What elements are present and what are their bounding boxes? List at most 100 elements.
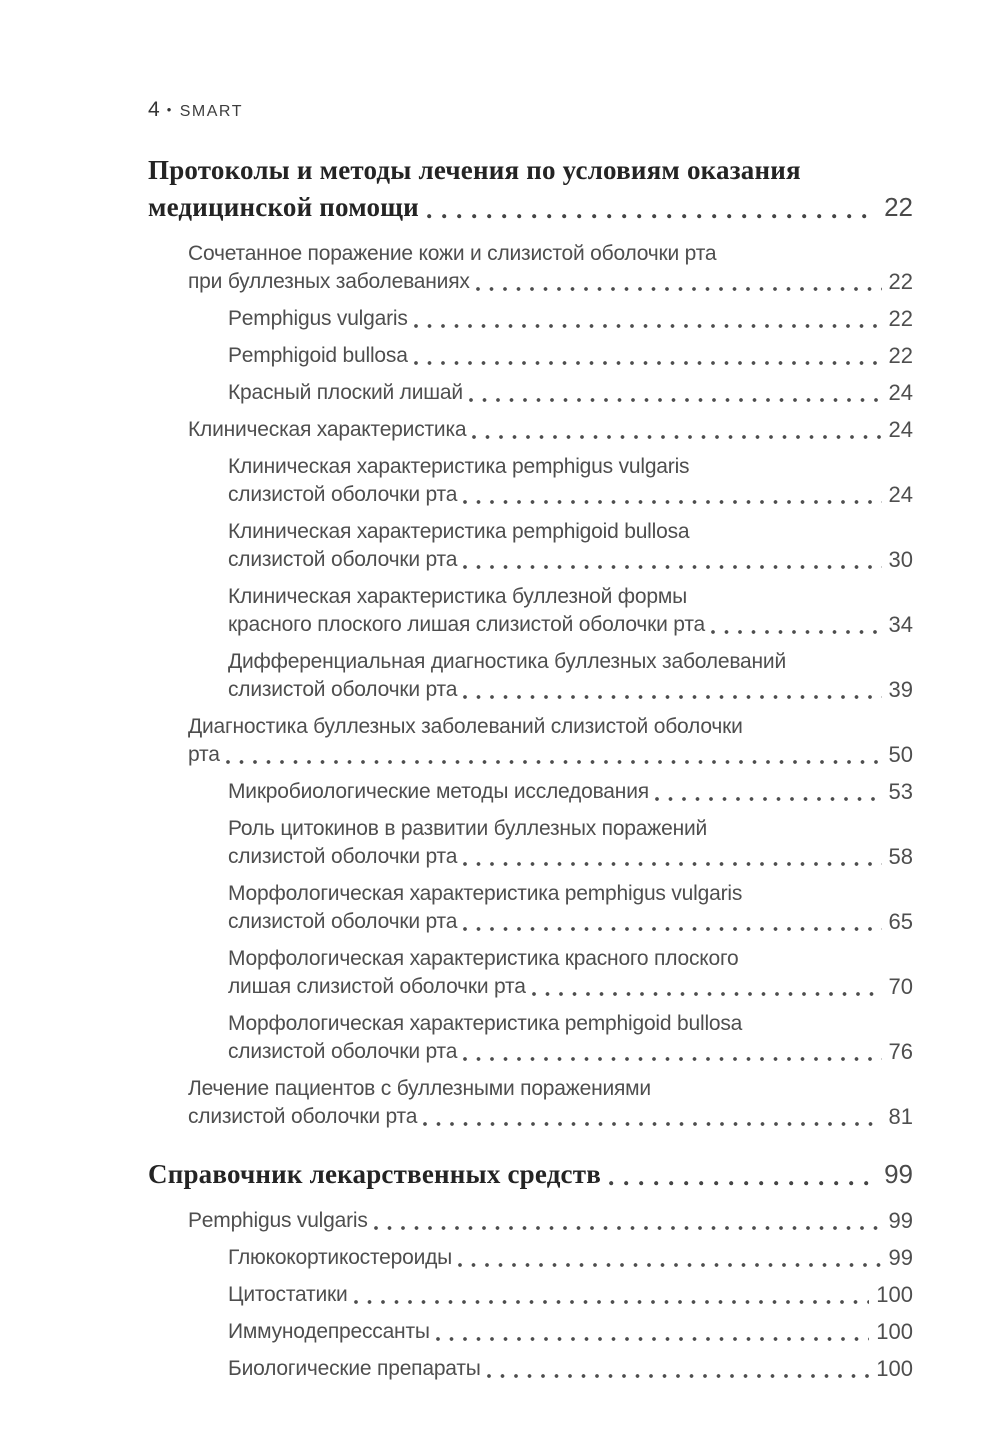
page-number: 22 xyxy=(888,306,913,331)
page-number: 81 xyxy=(888,1104,913,1129)
toc-entry-line: слизистой оболочки рта 39 xyxy=(228,676,913,704)
dot-leader xyxy=(373,1222,882,1230)
toc-entry-text: слизистой оболочки рта xyxy=(228,845,458,868)
toc-entry-text: Иммунодепрессанты xyxy=(228,1320,430,1343)
page-number: 100 xyxy=(876,1282,913,1307)
toc-entry-text: Pemphigus vulgaris xyxy=(188,1209,368,1232)
dot-leader xyxy=(225,756,882,764)
toc-entry-line: Лечение пациентов с буллезными поражения… xyxy=(188,1077,651,1100)
dot-leader xyxy=(463,858,882,866)
toc-entry-line: Pemphigoid bullosa 22 xyxy=(228,342,913,370)
brand-label: SMART xyxy=(179,103,243,120)
dot-leader xyxy=(435,1333,870,1341)
toc-entry-text: Pemphigoid bullosa xyxy=(228,344,408,367)
toc-entry-text: слизистой оболочки рта xyxy=(228,1040,458,1063)
toc-entry-line: Морфологическая характеристика pemphigoi… xyxy=(228,1012,743,1035)
dot-leader xyxy=(426,210,877,219)
page-number: 53 xyxy=(888,779,913,804)
toc-entry-line: слизистой оболочки рта 76 xyxy=(228,1038,913,1066)
toc-entry-line: слизистой оболочки рта 30 xyxy=(228,546,913,574)
toc-entry-line: Pemphigus vulgaris 99 xyxy=(188,1207,913,1235)
toc-chapter-entry: Протоколы и методы лечения по условиям о… xyxy=(148,152,913,226)
toc-entry: Микробиологические методы исследования 53 xyxy=(148,778,913,806)
toc-entry: Pemphigus vulgaris 22 xyxy=(148,305,913,333)
page-number: 100 xyxy=(876,1356,913,1381)
toc-entry: Цитостатики 100 xyxy=(148,1281,913,1309)
toc-entry: Лечение пациентов с буллезными поражения… xyxy=(148,1075,913,1131)
toc-entry-line: Микробиологические методы исследования 53 xyxy=(228,778,913,806)
toc-entry-line: Справочник лекарственных средств 99 xyxy=(148,1156,913,1193)
page-number: 22 xyxy=(884,192,913,222)
page-number: 22 xyxy=(888,343,913,368)
dot-leader xyxy=(486,1370,870,1378)
page-number: 65 xyxy=(888,909,913,934)
toc-entry-line: Красный плоский лишай 24 xyxy=(228,379,913,407)
page-number: 58 xyxy=(888,844,913,869)
toc-entry-line: Иммунодепрессанты 100 xyxy=(228,1318,913,1346)
toc-entry-line: Глюкокортикостероиды 99 xyxy=(228,1244,913,1272)
dot-leader xyxy=(531,988,882,996)
page-number: 24 xyxy=(888,482,913,507)
toc-entry: Иммунодепрессанты 100 xyxy=(148,1318,913,1346)
running-head: 4 • SMART xyxy=(148,98,913,122)
toc-entry-text: Глюкокортикостероиды xyxy=(228,1246,453,1269)
page-number: 24 xyxy=(888,380,913,405)
toc-entry: Морфологическая характеристика pemphigus… xyxy=(148,880,913,936)
toc-entry-text: Микробиологические методы исследования xyxy=(228,780,649,803)
dot-leader xyxy=(413,357,882,365)
toc-entry-text: красного плоского лишая слизистой оболоч… xyxy=(228,613,705,636)
toc-entry-line: слизистой оболочки рта 81 xyxy=(188,1103,913,1131)
dot-leader xyxy=(710,626,882,634)
toc-entry-line: Диагностика буллезных заболеваний слизис… xyxy=(188,715,743,738)
toc-entry-text: рта xyxy=(188,743,220,766)
toc-chapter-entry: Справочник лекарственных средств 99 xyxy=(148,1156,913,1193)
toc-entry: Сочетанное поражение кожи и слизистой об… xyxy=(148,240,913,296)
toc-entry-line: Морфологическая характеристика pemphigus… xyxy=(228,882,743,905)
page-number: 99 xyxy=(888,1208,913,1233)
toc-entry: Клиническая характеристика 24 xyxy=(148,416,913,444)
dot-leader xyxy=(463,1053,882,1061)
toc-entry-line: Цитостатики 100 xyxy=(228,1281,913,1309)
toc-entry-line: Клиническая характеристика pemphigoid bu… xyxy=(228,520,690,543)
toc-entry-line: слизистой оболочки рта 24 xyxy=(228,481,913,509)
toc-entry-line: Pemphigus vulgaris 22 xyxy=(228,305,913,333)
toc-entry-line: Клиническая характеристика pemphigus vul… xyxy=(228,455,690,478)
page-number: 99 xyxy=(888,1245,913,1270)
dot-leader xyxy=(463,691,882,699)
dot-leader xyxy=(463,923,882,931)
toc-entry-line: Дифференциальная диагностика буллезных з… xyxy=(228,650,786,673)
page-number: 34 xyxy=(888,612,913,637)
dot-leader xyxy=(654,793,882,801)
toc-entry-text: Клиническая характеристика xyxy=(188,418,467,441)
page-number: 50 xyxy=(888,742,913,767)
toc-entry-text: слизистой оболочки рта xyxy=(228,910,458,933)
toc-entry-line: Клиническая характеристика буллезной фор… xyxy=(228,585,687,608)
toc-entry-text: Pemphigus vulgaris xyxy=(228,307,408,330)
toc-entry: Клиническая характеристика буллезной фор… xyxy=(148,583,913,639)
toc-entry-line: Морфологическая характеристика красного … xyxy=(228,947,739,970)
toc-entry-line: Биологические препараты 100 xyxy=(228,1355,913,1383)
dot-leader xyxy=(423,1118,882,1126)
dot-leader xyxy=(458,1259,882,1267)
toc-entry-line: рта 50 xyxy=(188,741,913,769)
toc-entry: Красный плоский лишай 24 xyxy=(148,379,913,407)
toc-entry-text: слизистой оболочки рта xyxy=(228,483,458,506)
page-folio: 4 xyxy=(148,98,160,121)
dot-leader xyxy=(463,496,882,504)
page-number: 76 xyxy=(888,1039,913,1064)
toc-entry: Биологические препараты 100 xyxy=(148,1355,913,1383)
page-number: 24 xyxy=(888,417,913,442)
toc-entry-line: слизистой оболочки рта 65 xyxy=(228,908,913,936)
page-number: 70 xyxy=(888,974,913,999)
toc-entry-line: при буллезных заболеваниях 22 xyxy=(188,268,913,296)
toc-entry-text: Биологические препараты xyxy=(228,1357,481,1380)
table-of-contents: Протоколы и методы лечения по условиям о… xyxy=(148,152,913,1383)
toc-entry: Морфологическая характеристика pemphigoi… xyxy=(148,1010,913,1066)
toc-entry-text: Справочник лекарственных средств xyxy=(148,1159,601,1189)
toc-entry-text: при буллезных заболеваниях xyxy=(188,270,470,293)
toc-entry: Клиническая характеристика pemphigus vul… xyxy=(148,453,913,509)
toc-entry-text: слизистой оболочки рта xyxy=(228,678,458,701)
dot-leader xyxy=(472,431,882,439)
toc-entry: Дифференциальная диагностика буллезных з… xyxy=(148,648,913,704)
